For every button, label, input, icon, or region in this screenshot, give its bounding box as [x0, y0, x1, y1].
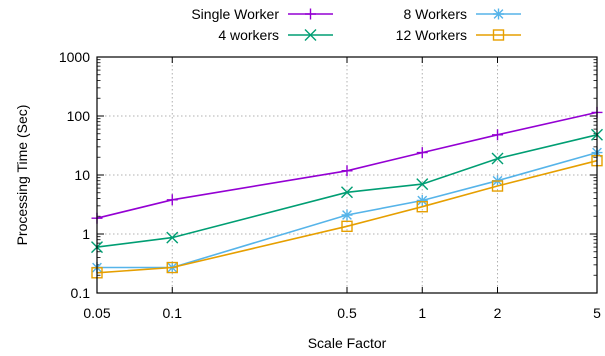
x-tick-label: 2	[494, 305, 502, 321]
data-point	[341, 209, 353, 221]
legend: Single Worker 4 workers 8 Workers 12 Worker…	[191, 6, 521, 43]
axis-ticks: 0.05 0.1 0.5 1 2 5 0.1 1 10 100 1000	[59, 49, 601, 321]
legend-marker	[305, 8, 316, 20]
data-point	[416, 201, 428, 213]
x-tick-label: 5	[593, 305, 601, 321]
x-tick-label: 1	[418, 305, 426, 321]
y-tick-label: 1	[82, 226, 90, 242]
legend-item: 4 workers	[218, 27, 333, 43]
data-point	[492, 129, 504, 141]
y-tick-label: 0.1	[71, 285, 91, 301]
y-tick-label: 10	[74, 167, 90, 183]
x-axis-title: Scale Factor	[308, 335, 387, 351]
y-axis-title: Processing Time (Sec)	[14, 105, 30, 246]
series-line	[96, 111, 598, 219]
legend-marker	[304, 29, 317, 41]
series-line	[97, 151, 598, 269]
series-line	[96, 159, 598, 274]
grid-lines	[97, 57, 597, 293]
data-point	[166, 261, 178, 274]
data-point	[166, 194, 178, 206]
data-point	[341, 186, 353, 199]
legend-marker	[492, 29, 505, 41]
x-tick-label: 0.5	[337, 305, 357, 321]
legend-label: 4 workers	[218, 27, 279, 43]
data-point	[491, 180, 504, 192]
legend-label: 12 Workers	[396, 27, 467, 43]
data-series	[91, 106, 603, 279]
x-tick-label: 0.1	[163, 305, 183, 321]
legend-label: Single Worker	[191, 6, 279, 22]
legend-item: 12 Workers	[396, 27, 521, 43]
data-point	[416, 178, 429, 191]
legend-item: 8 Workers	[403, 6, 521, 22]
x-tick-label: 0.05	[83, 305, 110, 321]
data-point	[416, 194, 428, 206]
data-point	[416, 147, 428, 159]
data-point	[491, 152, 504, 165]
data-point	[341, 220, 353, 233]
plot-frame	[96, 56, 598, 294]
y-tick-label: 1000	[59, 49, 90, 65]
y-tick-label: 100	[67, 108, 91, 124]
legend-label: 8 Workers	[403, 6, 467, 22]
series-line	[96, 134, 598, 248]
data-point	[341, 165, 353, 177]
data-point	[166, 231, 179, 244]
legend-item: Single Worker	[191, 6, 333, 22]
legend-marker	[493, 8, 504, 20]
